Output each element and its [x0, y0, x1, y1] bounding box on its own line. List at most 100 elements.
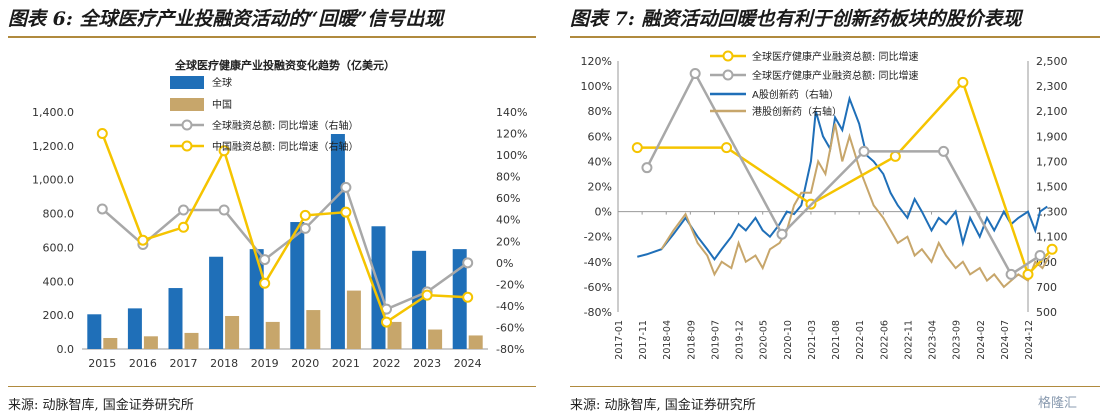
- right-y2-tick-label: 1,700: [1036, 155, 1068, 168]
- left-x-tick-label: 2021: [332, 357, 360, 370]
- right-x-tick-label: 2017-01: [614, 320, 625, 360]
- right-y2-tick-label: 1,100: [1036, 231, 1068, 244]
- line-china-growth-point: [421, 289, 433, 301]
- right-legend-label: 港股创新药（右轴）: [752, 105, 842, 118]
- right-x-tick-label: 2022-01: [855, 320, 866, 360]
- line-china-growth: [101, 133, 468, 324]
- bar-global: [249, 249, 264, 349]
- right-y2-tick-label: 2,100: [1036, 105, 1068, 118]
- right-x-tick-label: 2020-05: [759, 320, 770, 360]
- right-y2-tick-label: 1,500: [1036, 181, 1068, 194]
- left-x-tick-label: 2019: [251, 357, 279, 370]
- line-china-growth-point: [462, 291, 474, 303]
- left-y2-tick-label: 140%: [496, 106, 527, 119]
- line-global-growth-point: [462, 257, 474, 269]
- left-x-tick-label: 2018: [210, 357, 238, 370]
- right-x-tick-label: 2018-04: [662, 320, 673, 360]
- right-x-tick-label: 2019-07: [710, 320, 721, 360]
- bar-global: [127, 308, 142, 349]
- left-y2-tick-label: 80%: [496, 171, 520, 184]
- right-x-tick-label: 2023-09: [952, 320, 963, 360]
- right-x-tick-label: 2024-12: [1024, 320, 1035, 360]
- left-legend-marker: [181, 140, 193, 152]
- line-global-growth-grey-point: [1005, 268, 1017, 280]
- line-global-growth-grey: [645, 70, 1041, 277]
- right-y2-tick-label: 700: [1036, 281, 1057, 294]
- line-global-growth-grey-point: [858, 145, 870, 157]
- left-y2-tick-label: 120%: [496, 128, 527, 141]
- right-y-tick-label: 100%: [581, 80, 612, 93]
- right-x-tick-label: 2019-12: [735, 320, 746, 360]
- right-y2-tick-label: 2,500: [1036, 55, 1068, 68]
- left-x-tick-label: 2020: [291, 357, 319, 370]
- left-heading-rule: [8, 36, 536, 38]
- bar-china: [103, 337, 118, 349]
- left-x-tick-label: 2016: [129, 357, 157, 370]
- right-source-note: 来源: 动脉智库, 国金证券研究所: [570, 398, 756, 413]
- left-y2-tick-label: -80%: [496, 343, 524, 356]
- right-x-tick-label: 2020-10: [783, 320, 794, 360]
- line-china-growth-point: [137, 234, 149, 246]
- right-x-tick-label: 2021-03: [807, 320, 818, 360]
- line-global-growth-grey-point: [1034, 250, 1046, 262]
- bar-china: [306, 310, 321, 349]
- bar-global: [209, 256, 224, 349]
- line-global-growth-yellow-point: [1022, 268, 1034, 280]
- left-source-note: 来源: 动脉智库, 国金证券研究所: [8, 398, 194, 413]
- left-y-tick-label: 400.0: [43, 275, 75, 288]
- left-y2-tick-label: -60%: [496, 321, 524, 334]
- right-y2-tick-label: 1,900: [1036, 130, 1068, 143]
- watermark-logo: 格隆汇: [1038, 396, 1078, 411]
- line-global-growth-point: [259, 254, 271, 266]
- bar-china: [265, 321, 280, 349]
- left-y-tick-label: 600.0: [43, 241, 75, 254]
- line-global-growth-point: [299, 222, 311, 234]
- left-legend-swatch: [170, 98, 204, 111]
- bar-china: [346, 290, 361, 349]
- right-legend-marker: [722, 69, 734, 81]
- bar-global: [330, 134, 345, 349]
- bar-china: [428, 329, 443, 349]
- bar-global: [452, 249, 467, 349]
- line-global-growth-yellow-point: [1046, 243, 1058, 255]
- right-y-tick-label: -60%: [584, 281, 612, 294]
- bar-global: [290, 222, 305, 349]
- bar-china: [387, 321, 402, 349]
- right-x-tick-label: 2023-04: [928, 320, 939, 360]
- line-global-growth-grey-point: [776, 228, 788, 240]
- left-y-tick-label: 200.0: [43, 309, 75, 322]
- left-x-tick-label: 2015: [88, 357, 116, 370]
- line-global-growth-yellow-point: [889, 150, 901, 162]
- line-global-growth-grey-point: [938, 145, 950, 157]
- left-y-tick-label: 1,200.0: [32, 140, 74, 153]
- left-x-tick-label: 2022: [373, 357, 401, 370]
- line-china-growth-point: [381, 316, 392, 328]
- line-global-growth-yellow-point: [631, 142, 643, 154]
- left-y-tick-label: 0.0: [57, 343, 75, 356]
- right-y2-tick-label: 2,300: [1036, 80, 1068, 93]
- left-footer-rule: [8, 386, 536, 387]
- line-global-growth-point: [178, 204, 189, 216]
- right-x-tick-label: 2022-06: [879, 320, 890, 360]
- right-x-tick-label: 2024-07: [1000, 320, 1011, 360]
- right-y-tick-label: -40%: [584, 256, 612, 269]
- right-y-tick-label: 80%: [588, 105, 612, 118]
- left-y-tick-label: 800.0: [43, 208, 75, 221]
- right-panel-heading: 图表 7: 融资活动回暖也有利于创新药板块的股价表现: [570, 8, 1022, 30]
- right-y2-tick-label: 500: [1036, 306, 1057, 319]
- left-y2-tick-label: 0%: [496, 257, 513, 270]
- left-y2-tick-label: 20%: [496, 235, 520, 248]
- right-y-tick-label: 60%: [588, 130, 612, 143]
- right-x-tick-label: 2018-09: [686, 320, 697, 360]
- line-hk-innovative-drugs: [660, 123, 1051, 289]
- left-x-tick-label: 2024: [454, 357, 482, 370]
- left-legend-label: 全球: [212, 76, 232, 89]
- left-y2-tick-label: -40%: [496, 300, 524, 313]
- bar-china: [143, 336, 158, 349]
- left-y-tick-label: 1,000.0: [32, 174, 74, 187]
- line-china-growth-point: [259, 277, 271, 289]
- left-y2-tick-label: 60%: [496, 192, 520, 205]
- line-global-growth: [101, 185, 469, 311]
- left-chart-title: 全球医疗健康产业投融资变化趋势（亿美元）: [174, 58, 395, 72]
